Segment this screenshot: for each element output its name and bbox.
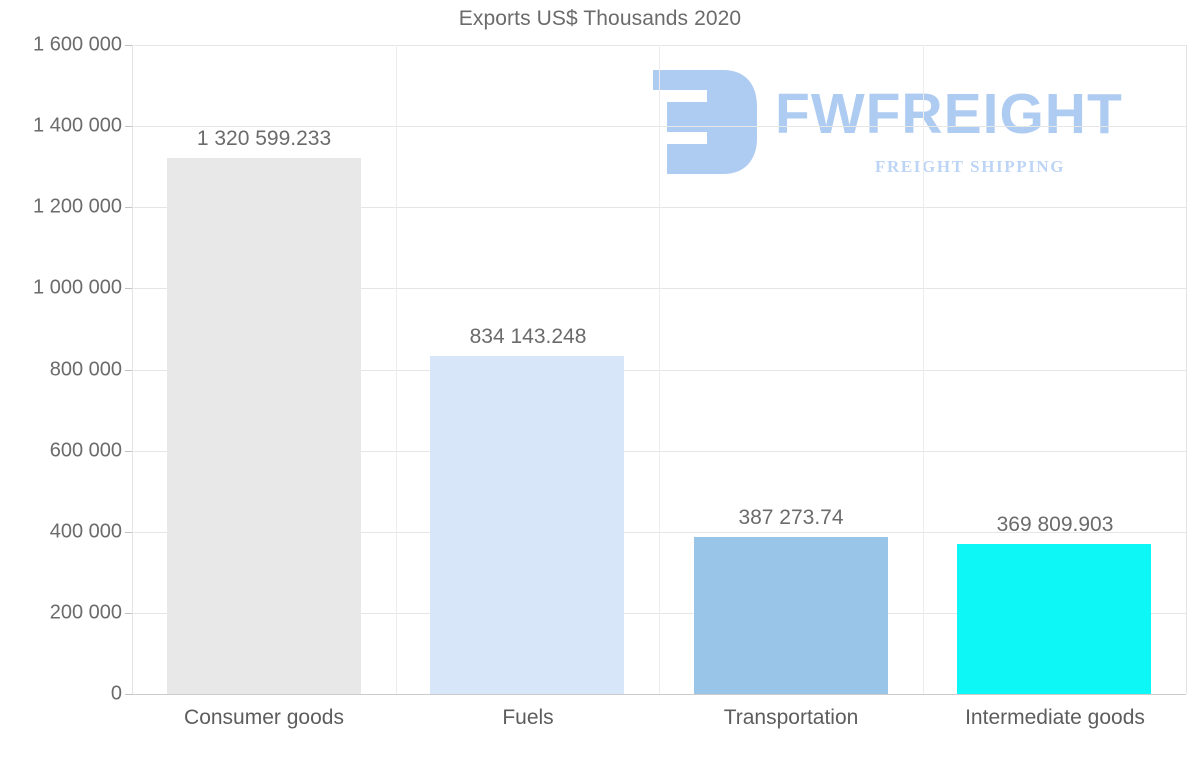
y-axis-tick-label: 1 200 000 [33, 195, 122, 218]
category-separator [923, 45, 924, 694]
x-axis-tick-label: Fuels [502, 706, 554, 729]
y-axis-tick [125, 613, 132, 614]
y-axis-tick [125, 126, 132, 127]
y-axis-tick [125, 370, 132, 371]
bar[interactable] [694, 537, 888, 694]
y-axis-tick-label: 800 000 [49, 358, 122, 380]
plot-area: 1 320 599.233 834 143.248 387 273.74 369 80… [125, 45, 1187, 695]
chart-title: Exports US$ Thousands 2020 [458, 7, 742, 30]
y-axis-tick [125, 694, 132, 695]
y-axis-tick [125, 451, 132, 452]
bar[interactable] [430, 356, 624, 694]
category-separator [396, 45, 397, 694]
y-axis-tick-label: 0 [110, 682, 122, 705]
gridline [132, 694, 1186, 695]
bar-value-label: 834 143.248 [469, 325, 587, 348]
y-axis-tick [125, 532, 132, 533]
y-axis-tick-label: 400 000 [49, 520, 122, 543]
y-axis-tick-label: 1 600 000 [33, 33, 122, 56]
category-separator [132, 45, 133, 694]
bar-value-label: 387 273.74 [738, 506, 844, 529]
y-axis-tick [125, 288, 132, 289]
y-axis-tick-label: 1 400 000 [33, 114, 122, 137]
bar-value-label: 369 809.903 [996, 513, 1114, 536]
y-axis-tick-label: 200 000 [49, 601, 122, 624]
bar-value-label: 1 320 599.233 [196, 127, 332, 150]
y-axis-tick [125, 45, 132, 46]
bar[interactable] [167, 158, 361, 694]
bar[interactable] [957, 544, 1151, 694]
y-axis-tick [125, 207, 132, 208]
category-separator [1186, 45, 1187, 694]
y-axis-tick-label: 1 000 000 [33, 276, 122, 299]
x-axis-tick-label: Transportation [723, 706, 859, 729]
category-separator [659, 45, 660, 694]
x-axis-tick-label: Consumer goods [184, 706, 344, 729]
x-axis-tick-label: Intermediate goods [965, 706, 1145, 729]
y-axis-tick-label: 600 000 [49, 439, 122, 462]
